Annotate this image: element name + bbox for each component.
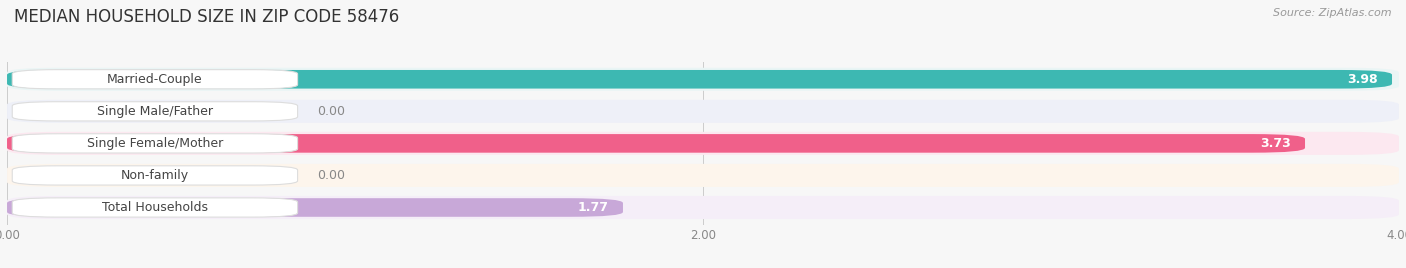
FancyBboxPatch shape	[13, 102, 298, 121]
FancyBboxPatch shape	[7, 164, 1399, 187]
Text: 0.00: 0.00	[316, 169, 344, 182]
Text: 0.00: 0.00	[316, 105, 344, 118]
Text: MEDIAN HOUSEHOLD SIZE IN ZIP CODE 58476: MEDIAN HOUSEHOLD SIZE IN ZIP CODE 58476	[14, 8, 399, 26]
FancyBboxPatch shape	[13, 70, 298, 89]
FancyBboxPatch shape	[13, 134, 298, 153]
Text: 1.77: 1.77	[578, 201, 609, 214]
Text: Married-Couple: Married-Couple	[107, 73, 202, 86]
FancyBboxPatch shape	[7, 198, 623, 217]
FancyBboxPatch shape	[13, 198, 298, 217]
FancyBboxPatch shape	[7, 70, 1392, 88]
Text: Non-family: Non-family	[121, 169, 188, 182]
Text: Single Male/Father: Single Male/Father	[97, 105, 212, 118]
Text: Total Households: Total Households	[101, 201, 208, 214]
FancyBboxPatch shape	[7, 134, 1305, 153]
FancyBboxPatch shape	[7, 132, 1399, 155]
FancyBboxPatch shape	[7, 100, 1399, 123]
Text: 3.73: 3.73	[1260, 137, 1291, 150]
Text: Single Female/Mother: Single Female/Mother	[87, 137, 224, 150]
FancyBboxPatch shape	[7, 196, 1399, 219]
Text: 3.98: 3.98	[1347, 73, 1378, 86]
FancyBboxPatch shape	[13, 166, 298, 185]
Text: Source: ZipAtlas.com: Source: ZipAtlas.com	[1274, 8, 1392, 18]
FancyBboxPatch shape	[7, 68, 1399, 91]
